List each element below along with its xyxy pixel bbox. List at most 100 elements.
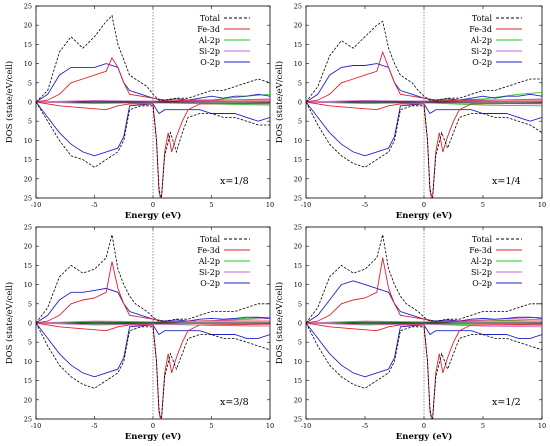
legend-label: Si-2p (199, 47, 220, 56)
x-tick-label: -10 (301, 422, 311, 430)
legend-label: Al-2p (470, 257, 492, 266)
series-total-up (306, 20, 542, 103)
series-fe-3d-up (306, 257, 542, 324)
series-o-2p-up (36, 63, 270, 103)
composition-label: x=3/8 (220, 397, 249, 408)
composition-label: x=1/8 (220, 176, 249, 187)
y-tick-label: 15 (294, 262, 302, 270)
composition-label: x=1/4 (492, 176, 521, 187)
series-o-2p-down (306, 101, 542, 157)
y-tick-label: 20 (24, 396, 32, 404)
x-tick-label: 10 (538, 422, 546, 430)
composition-label: x=1/2 (492, 397, 521, 408)
series-total-up (36, 14, 270, 103)
x-tick-label: -5 (91, 422, 97, 430)
y-axis-title: DOS (state/eV/cell) (4, 282, 15, 364)
y-tick-label: 25 (24, 224, 32, 232)
series-group (36, 234, 270, 419)
x-tick-label: 10 (538, 201, 546, 209)
y-tick-label: 0 (298, 99, 302, 107)
series-o-2p-down (36, 322, 270, 378)
series-group (36, 14, 270, 198)
x-tick-label: 5 (209, 422, 213, 430)
legend-label: Al-2p (198, 257, 220, 266)
series-fe-3d-down (306, 322, 542, 419)
x-tick-label: -5 (362, 422, 368, 430)
legend-label: Fe-3d (469, 25, 492, 34)
y-tick-label: 20 (294, 243, 302, 251)
legend-label: Si-2p (471, 47, 492, 56)
x-tick-label: 5 (481, 422, 485, 430)
y-tick-label: 5 (298, 79, 302, 87)
x-axis-title: Energy (eV) (396, 431, 452, 442)
series-fe-3d-up (306, 50, 542, 103)
y-axis-title: DOS (state/eV/cell) (4, 61, 15, 143)
y-tick-label: 10 (24, 281, 32, 289)
y-tick-label: 15 (294, 377, 302, 385)
y-tick-label: 15 (294, 41, 302, 49)
y-tick-label: 5 (28, 118, 32, 126)
x-tick-label: 10 (266, 422, 274, 430)
y-tick-label: 25 (24, 3, 32, 11)
y-tick-label: 5 (298, 339, 302, 347)
legend-label: Fe-3d (469, 246, 492, 255)
y-tick-label: 10 (24, 358, 32, 366)
y-tick-label: 0 (28, 320, 32, 328)
y-tick-label: 25 (24, 195, 32, 203)
x-tick-label: -10 (301, 201, 311, 209)
y-tick-label: 0 (298, 320, 302, 328)
series-total-down (36, 101, 270, 198)
y-tick-label: 25 (294, 224, 302, 232)
series-o-2p-up (306, 280, 542, 324)
legend-label: O-2p (472, 58, 492, 67)
x-tick-label: 0 (151, 422, 155, 430)
series-o-2p-down (36, 101, 270, 157)
y-tick-label: 20 (24, 22, 32, 30)
series-fe-3d-down (306, 101, 542, 198)
y-tick-label: 20 (294, 22, 302, 30)
series-total-up (306, 234, 542, 324)
x-tick-label: 5 (209, 201, 213, 209)
series-total-down (306, 101, 542, 198)
y-tick-label: 10 (294, 358, 302, 366)
y-tick-label: 5 (298, 300, 302, 308)
y-tick-label: 20 (294, 175, 302, 183)
y-tick-label: 15 (24, 377, 32, 385)
x-tick-label: 10 (266, 201, 274, 209)
y-tick-label: 15 (294, 156, 302, 164)
legend-label: Total (200, 14, 221, 23)
y-axis-title: DOS (state/eV/cell) (274, 61, 285, 143)
series-fe-3d-up (36, 56, 270, 103)
y-tick-label: 5 (28, 79, 32, 87)
series-o-2p-down (306, 322, 542, 378)
y-tick-label: 25 (294, 195, 302, 203)
series-group (306, 234, 542, 419)
x-axis-title: Energy (eV) (125, 431, 181, 442)
y-tick-label: 5 (298, 118, 302, 126)
y-tick-label: 20 (24, 243, 32, 251)
y-tick-label: 25 (294, 3, 302, 11)
series-o-2p-up (36, 287, 270, 324)
series-si-2p-down (306, 322, 542, 328)
x-tick-label: -5 (91, 201, 97, 209)
x-tick-label: -10 (31, 201, 41, 209)
y-tick-label: 25 (294, 416, 302, 424)
legend-label: O-2p (472, 279, 492, 288)
legend-label: Fe-3d (197, 246, 220, 255)
y-tick-label: 20 (24, 175, 32, 183)
y-tick-label: 10 (24, 137, 32, 145)
series-fe-3d-up (36, 261, 270, 324)
legend-label: O-2p (200, 58, 220, 67)
legend-label: Total (472, 14, 493, 23)
legend-label: Si-2p (471, 268, 492, 277)
series-si-2p-down (36, 322, 270, 327)
x-tick-label: 5 (481, 201, 485, 209)
x-tick-label: 0 (151, 201, 155, 209)
legend-label: Si-2p (199, 268, 220, 277)
x-axis-title: Energy (eV) (396, 210, 452, 221)
y-tick-label: 5 (28, 300, 32, 308)
